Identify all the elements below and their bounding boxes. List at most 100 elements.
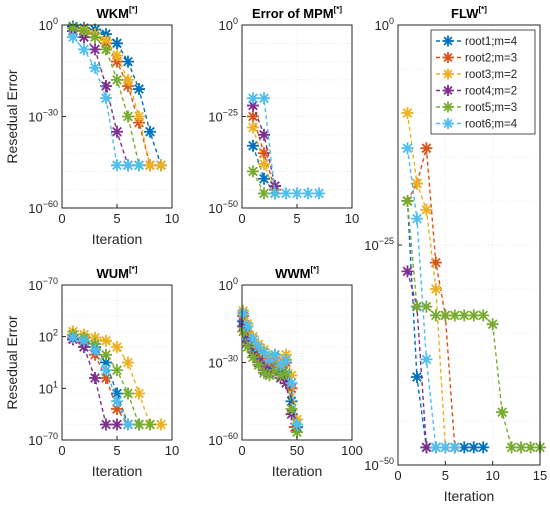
data-point-marker bbox=[401, 195, 414, 207]
data-point-marker bbox=[247, 351, 259, 364]
flw-series-5 bbox=[401, 195, 546, 454]
data-point-marker bbox=[133, 159, 145, 172]
data-point-marker bbox=[524, 441, 537, 454]
data-point-marker bbox=[496, 406, 509, 419]
wwm-series-6 bbox=[237, 307, 303, 431]
flw-panel: 0 5 10 15 100 10−25 10−50 FLW[*] Iteration root1;… bbox=[364, 5, 547, 504]
data-point-marker bbox=[78, 341, 90, 353]
data-point-marker bbox=[410, 212, 423, 225]
wum-panel: 0 5 10 10−70 102 101 10−70 WUM[*] Iteration Resed… bbox=[4, 265, 179, 479]
data-point-marker bbox=[280, 353, 292, 366]
y-tick-label: 101 bbox=[39, 379, 58, 396]
wum-series-6 bbox=[67, 331, 134, 431]
data-point-marker bbox=[111, 55, 123, 68]
x-tick-label: 10 bbox=[165, 443, 179, 458]
data-point-marker bbox=[247, 165, 259, 178]
series-line bbox=[406, 200, 540, 449]
data-point-marker bbox=[247, 110, 259, 123]
data-point-marker bbox=[122, 110, 134, 123]
data-point-marker bbox=[410, 300, 423, 313]
y-tick-label: 10−25 bbox=[208, 108, 238, 125]
x-tick-label: 0 bbox=[58, 443, 65, 458]
data-point-marker bbox=[263, 353, 276, 366]
data-point-marker bbox=[78, 334, 90, 347]
mpm-title: Error of MPM[*] bbox=[252, 5, 342, 21]
wum-ylabel: Resedual Error bbox=[4, 315, 20, 409]
data-point-marker bbox=[280, 187, 292, 200]
data-point-marker bbox=[100, 348, 112, 361]
data-point-marker bbox=[285, 377, 298, 390]
data-point-marker bbox=[122, 356, 134, 369]
wwm-panel: 0 50 100 100 10−30 10−60 WWM[*] Iteration bbox=[208, 265, 363, 479]
data-point-marker bbox=[67, 331, 79, 344]
data-point-marker bbox=[291, 418, 303, 431]
data-point-marker bbox=[133, 418, 145, 431]
data-point-marker bbox=[78, 43, 90, 56]
x-tick-label: 5 bbox=[442, 468, 449, 483]
data-point-marker bbox=[285, 369, 298, 382]
y-tick-label: 10−60 bbox=[28, 199, 58, 216]
wwm-title: WWM[*] bbox=[275, 265, 319, 281]
data-point-marker bbox=[477, 441, 490, 454]
data-point-marker bbox=[100, 92, 112, 105]
data-point-marker bbox=[100, 372, 112, 384]
data-point-marker bbox=[458, 441, 471, 454]
y-tick-label: 10−70 bbox=[28, 431, 58, 448]
data-point-marker bbox=[263, 369, 276, 382]
y-tick-label: 100 bbox=[219, 16, 238, 33]
mpm-series-4 bbox=[247, 99, 281, 193]
wkm-ylabel: Resedual Error bbox=[4, 69, 20, 163]
legend-marker bbox=[442, 101, 454, 113]
legend-box bbox=[430, 29, 536, 135]
data-point-marker bbox=[420, 142, 433, 155]
data-point-marker bbox=[122, 387, 134, 400]
data-point-marker bbox=[133, 110, 145, 123]
data-point-marker bbox=[122, 159, 134, 172]
data-point-marker bbox=[439, 441, 452, 454]
data-point-marker bbox=[100, 43, 112, 56]
legend-label: root1;m=4 bbox=[465, 36, 518, 48]
data-point-marker bbox=[89, 61, 101, 74]
data-point-marker bbox=[122, 80, 134, 92]
wum-grid bbox=[61, 285, 173, 440]
data-point-marker bbox=[252, 359, 265, 372]
data-point-marker bbox=[429, 283, 442, 295]
data-point-marker bbox=[89, 344, 101, 357]
data-point-marker bbox=[515, 441, 528, 454]
x-tick-label: 10 bbox=[345, 211, 359, 226]
data-point-marker bbox=[458, 309, 471, 322]
legend-marker bbox=[442, 118, 454, 129]
flw-series-3 bbox=[401, 107, 452, 454]
legend-label: root3;m=2 bbox=[465, 69, 517, 81]
data-point-marker bbox=[89, 43, 101, 56]
y-tick-label: 100 bbox=[375, 16, 394, 33]
data-point-marker bbox=[410, 177, 423, 190]
y-tick-label: 10−25 bbox=[364, 236, 394, 253]
data-point-marker bbox=[401, 107, 414, 119]
data-point-marker bbox=[448, 309, 461, 322]
data-point-marker bbox=[155, 418, 167, 431]
data-point-marker bbox=[67, 22, 79, 35]
data-point-marker bbox=[111, 125, 123, 138]
data-point-marker bbox=[111, 364, 123, 377]
data-point-marker bbox=[429, 256, 442, 269]
data-point-marker bbox=[269, 187, 281, 200]
data-point-marker bbox=[258, 366, 270, 379]
x-tick-label: 50 bbox=[290, 443, 304, 458]
y-tick-label: 10−60 bbox=[208, 431, 238, 448]
data-point-marker bbox=[78, 31, 90, 44]
series-line bbox=[72, 330, 161, 426]
data-point-marker bbox=[285, 403, 298, 415]
data-point-marker bbox=[401, 265, 414, 278]
data-point-marker bbox=[420, 300, 433, 313]
data-point-marker bbox=[439, 309, 452, 322]
legend-marker bbox=[442, 85, 454, 96]
wwm-series-5 bbox=[237, 325, 303, 439]
y-tick-label: 10−30 bbox=[208, 354, 238, 371]
data-point-marker bbox=[100, 80, 112, 92]
mpm-series-6 bbox=[247, 92, 325, 200]
data-point-marker bbox=[291, 187, 303, 200]
data-point-marker bbox=[258, 172, 270, 185]
data-point-marker bbox=[133, 116, 145, 129]
series-line bbox=[72, 333, 150, 426]
